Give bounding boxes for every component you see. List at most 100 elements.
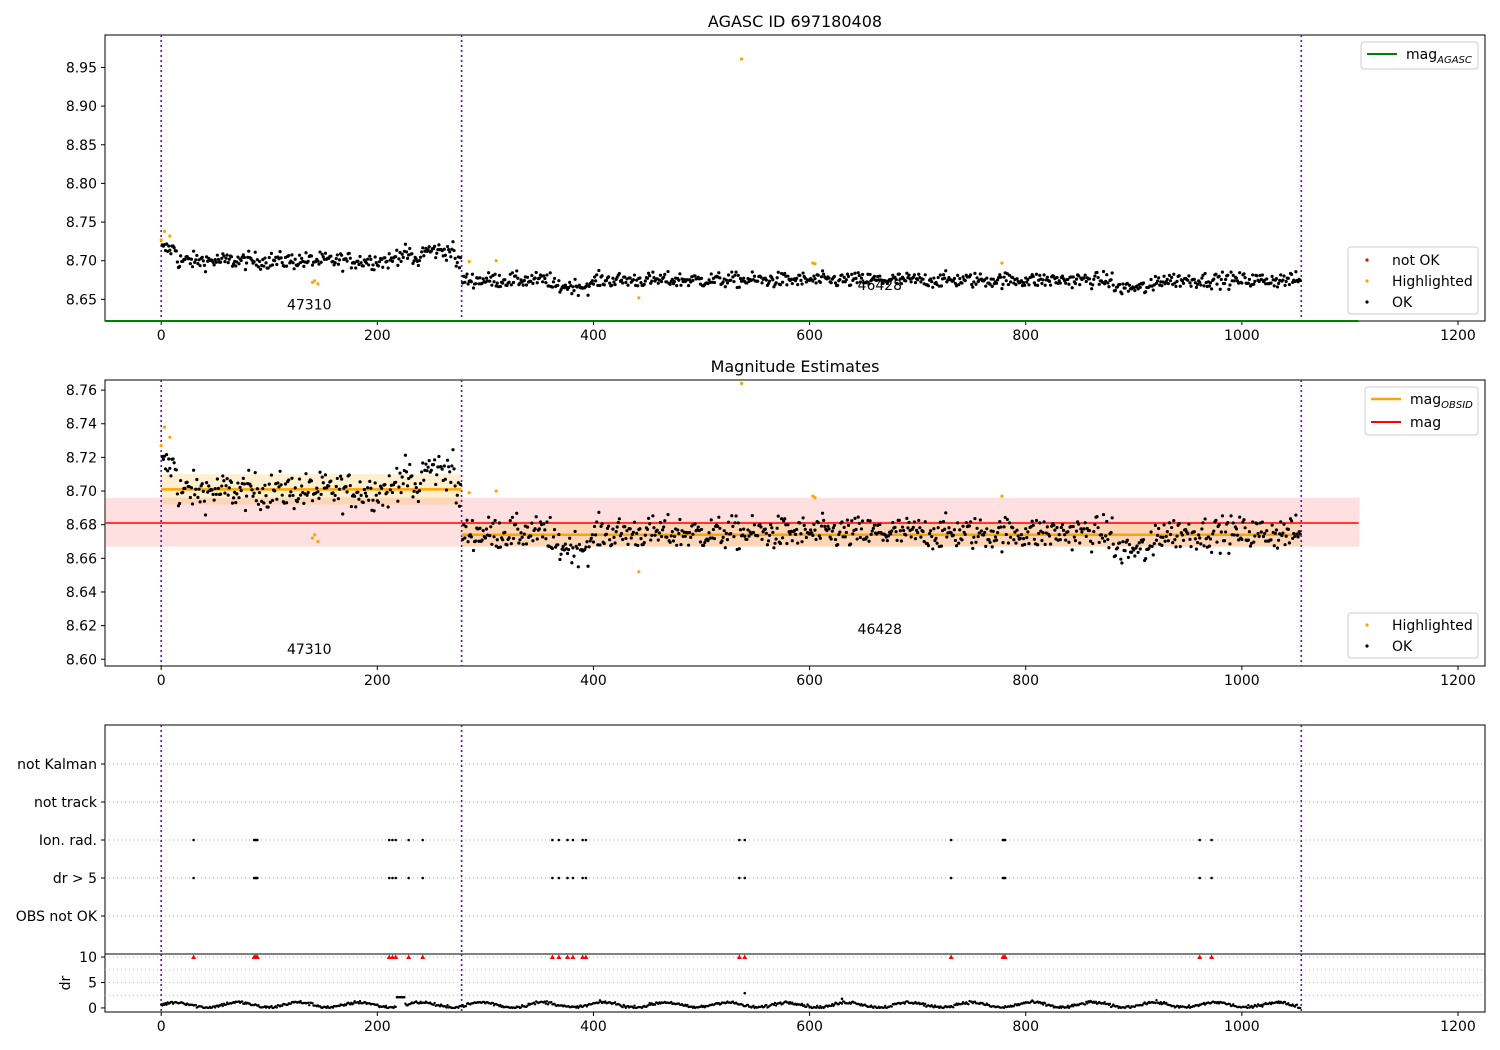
dr-point — [604, 1000, 607, 1003]
ok-point — [734, 270, 738, 274]
ok-point — [288, 494, 292, 498]
ok-point — [786, 523, 790, 527]
ok-point — [316, 490, 320, 494]
ok-point — [573, 529, 577, 534]
ok-point — [188, 495, 192, 500]
ok-point — [1294, 513, 1298, 517]
ok-point — [678, 272, 682, 276]
ok-point — [756, 279, 760, 283]
ok-point — [175, 260, 180, 264]
ok-point — [587, 284, 591, 288]
ok-point — [525, 275, 530, 279]
flag-row-label: Ion. rad. — [39, 833, 97, 849]
ok-point — [798, 273, 802, 277]
ok-point — [1152, 542, 1156, 546]
ok-point — [1106, 281, 1110, 285]
ok-point — [426, 465, 430, 469]
ok-point — [1106, 537, 1110, 542]
ok-point — [174, 249, 178, 253]
ok-point — [668, 282, 672, 286]
ok-point — [470, 518, 475, 523]
ok-point — [1057, 533, 1061, 537]
obsid-label: 46428 — [858, 278, 903, 294]
ok-point — [404, 250, 409, 254]
ok-point — [516, 527, 520, 531]
ok-point — [1247, 530, 1252, 534]
ok-point — [591, 282, 596, 286]
ok-point — [895, 538, 899, 542]
ok-point — [399, 259, 403, 264]
ok-point — [349, 504, 353, 509]
ok-point — [957, 541, 961, 545]
ok-point — [418, 255, 423, 259]
ok-point — [999, 525, 1003, 529]
ok-point — [570, 292, 574, 296]
ok-point — [878, 522, 882, 527]
ok-point — [836, 283, 840, 287]
ok-point — [453, 256, 457, 260]
ok-point — [984, 544, 988, 548]
ok-point — [711, 527, 716, 532]
ok-point — [256, 265, 261, 269]
ok-point — [329, 479, 333, 483]
ok-point — [222, 254, 226, 258]
ok-point — [745, 537, 749, 542]
ok-point — [772, 546, 776, 550]
ok-point — [349, 266, 353, 270]
dr-flag-point — [394, 876, 397, 880]
ok-point — [1019, 533, 1023, 537]
highlighted-point — [168, 435, 172, 439]
ok-point — [224, 256, 228, 260]
dr-point — [533, 1003, 537, 1006]
ok-point — [639, 280, 643, 285]
ok-point — [188, 262, 192, 266]
ok-point — [854, 527, 858, 532]
ok-point — [404, 470, 409, 474]
ok-point — [452, 467, 456, 471]
ok-point — [511, 280, 516, 285]
dr-point — [1283, 1000, 1287, 1004]
dr-clipped-marker — [1197, 954, 1203, 960]
ok-point — [1220, 514, 1225, 518]
ok-point — [551, 280, 556, 284]
ok-point — [239, 258, 243, 263]
legend-swatch — [1365, 258, 1369, 262]
ok-point — [1172, 518, 1176, 523]
ok-point — [302, 501, 306, 505]
dr-point — [550, 1000, 553, 1004]
ok-point — [737, 547, 741, 551]
ok-point — [855, 281, 859, 285]
ok-point — [433, 458, 437, 462]
ok-point — [721, 535, 725, 539]
ok-point — [662, 275, 666, 279]
dr-point — [633, 1004, 636, 1007]
ok-point — [214, 260, 218, 264]
plot-frame — [104, 953, 1486, 1013]
ok-point — [905, 271, 909, 275]
ok-point — [463, 280, 467, 284]
dr-point — [746, 1003, 750, 1007]
ok-point — [1042, 520, 1046, 524]
ok-point — [900, 525, 905, 529]
ok-point — [897, 518, 901, 522]
ok-point — [169, 474, 173, 478]
x-tick-label: 800 — [1012, 673, 1039, 689]
ok-point — [224, 484, 228, 488]
ok-point — [829, 537, 833, 541]
ok-point — [345, 490, 349, 494]
ok-point — [1150, 544, 1154, 548]
dr-point — [1012, 1005, 1016, 1008]
ok-point — [729, 278, 733, 282]
ok-point — [424, 462, 428, 466]
ok-point — [259, 508, 263, 512]
ok-point — [1067, 282, 1071, 286]
ok-point — [252, 260, 256, 264]
ok-point — [213, 487, 217, 491]
ok-point — [1207, 284, 1212, 288]
ok-point — [492, 535, 496, 539]
ok-point — [912, 520, 917, 524]
highlighted-point — [310, 536, 315, 540]
ok-point — [598, 283, 602, 288]
ok-point — [433, 244, 437, 248]
ok-point — [226, 493, 230, 497]
